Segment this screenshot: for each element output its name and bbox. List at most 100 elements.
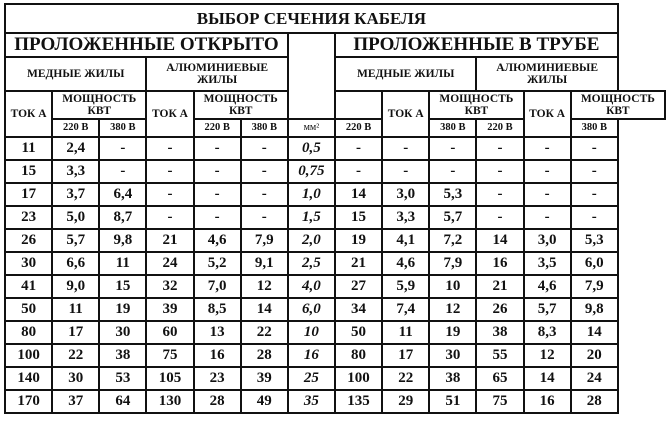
section-unit-header: мм² bbox=[286, 118, 336, 138]
pipe_al_current-cell: 21 bbox=[475, 274, 525, 299]
pipe_al_current-cell: - bbox=[475, 136, 525, 161]
open_cu_380-cell: 38 bbox=[98, 343, 148, 368]
open_al_current-cell: 130 bbox=[145, 389, 195, 414]
open_cu_current-cell: 100 bbox=[3, 343, 54, 368]
pipe_al_current-cell: - bbox=[475, 159, 525, 184]
open_cu_current-cell: 26 bbox=[3, 228, 54, 253]
table-row: 26 5,7 9,8 21 4,6 7,9 2,0 19 4,1 7,2 14 3,0 5,3 bbox=[3, 228, 665, 253]
pipe_cu_380-cell: 7,9 bbox=[428, 251, 478, 276]
table-row: 80 17 30 60 13 22 10 50 11 19 38 8,3 14 bbox=[3, 320, 665, 345]
pipe_al_220-cell: - bbox=[522, 159, 572, 184]
pipe_al_380-cell: 6,0 bbox=[569, 251, 619, 276]
open-aluminum-380v-header: 380 В bbox=[239, 118, 289, 138]
open_al_380-cell: - bbox=[239, 182, 289, 207]
pipe_cu_current-cell: 27 bbox=[333, 274, 384, 299]
pipe_cu_220-cell: 17 bbox=[381, 343, 431, 368]
table-row: 30 6,6 11 24 5,2 9,1 2,5 21 4,6 7,9 16 3,5 6,0 bbox=[3, 251, 665, 276]
open_al_current-cell: - bbox=[145, 159, 195, 184]
open_al_220-cell: - bbox=[192, 182, 242, 207]
open_cu_220-cell: 5,7 bbox=[51, 228, 101, 253]
table-row: 17 3,7 6,4- - -1,0 14 3,0 5,3- - - bbox=[3, 182, 665, 207]
open_al_380-cell: 28 bbox=[239, 343, 289, 368]
pipe_al_current-cell: 26 bbox=[475, 297, 525, 322]
pipe_cu_380-cell: 51 bbox=[428, 389, 478, 414]
pipe_al_current-cell: 14 bbox=[475, 228, 525, 253]
open_cu_current-cell: 17 bbox=[3, 182, 54, 207]
pipe_cu_380-cell: 38 bbox=[428, 366, 478, 391]
pipe_cu_current-cell: 34 bbox=[333, 297, 384, 322]
open-copper-header: МЕДНЫЕ ЖИЛЫ bbox=[3, 56, 148, 92]
open_al_220-cell: - bbox=[192, 136, 242, 161]
open_cu_380-cell: 19 bbox=[98, 297, 148, 322]
pipe-copper-header: МЕДНЫЕ ЖИЛЫ bbox=[333, 56, 478, 92]
pipe_al_220-cell: - bbox=[522, 182, 572, 207]
open_cu_380-cell: 53 bbox=[98, 366, 148, 391]
section_mm2-cell: 4,0 bbox=[286, 274, 336, 299]
pipe_cu_current-cell: 15 bbox=[333, 205, 384, 230]
pipe_al_current-cell: 38 bbox=[475, 320, 525, 345]
section_mm2-cell: 25 bbox=[286, 366, 336, 391]
pipe_cu_380-cell: 7,2 bbox=[428, 228, 478, 253]
open_al_current-cell: 39 bbox=[145, 297, 195, 322]
table-row: 23 5,0 8,7- - -1,5 15 3,3 5,7- - - bbox=[3, 205, 665, 230]
open_al_current-cell: 24 bbox=[145, 251, 195, 276]
pipe_cu_380-cell: 5,7 bbox=[428, 205, 478, 230]
open_al_380-cell: 7,9 bbox=[239, 228, 289, 253]
pipe_al_380-cell: 9,8 bbox=[569, 297, 619, 322]
open-aluminum-header: АЛЮМИНИЕВЫЕ ЖИЛЫ bbox=[145, 56, 289, 92]
pipe_al_220-cell: 12 bbox=[522, 343, 572, 368]
table-row: 11 2,4- - - -0,5- - - - - - bbox=[3, 136, 665, 161]
pipe_cu_380-cell: 5,3 bbox=[428, 182, 478, 207]
pipe_al_380-cell: - bbox=[569, 159, 619, 184]
pipe_al_220-cell: 14 bbox=[522, 366, 572, 391]
pipe_cu_220-cell: 3,0 bbox=[381, 182, 431, 207]
section_mm2-cell: 1,5 bbox=[286, 205, 336, 230]
pipe_cu_220-cell: 29 bbox=[381, 389, 431, 414]
open_cu_current-cell: 30 bbox=[3, 251, 54, 276]
pipe_al_220-cell: 5,7 bbox=[522, 297, 572, 322]
open_cu_380-cell: 15 bbox=[98, 274, 148, 299]
table-row: 100 22 38 75 16 28 16 80 17 30 55 12 20 bbox=[3, 343, 665, 368]
pipe_al_380-cell: 24 bbox=[569, 366, 619, 391]
open_al_220-cell: 23 bbox=[192, 366, 242, 391]
pipe_cu_220-cell: 7,4 bbox=[381, 297, 431, 322]
pipe_cu_current-cell: 80 bbox=[333, 343, 384, 368]
open_cu_220-cell: 2,4 bbox=[51, 136, 101, 161]
section_mm2-cell: 1,0 bbox=[286, 182, 336, 207]
open_al_220-cell: - bbox=[192, 205, 242, 230]
open_al_220-cell: 16 bbox=[192, 343, 242, 368]
pipe_cu_current-cell: 19 bbox=[333, 228, 384, 253]
pipe_al_current-cell: 75 bbox=[475, 389, 525, 414]
open_al_220-cell: - bbox=[192, 159, 242, 184]
pipe_al_220-cell: 3,0 bbox=[522, 228, 572, 253]
section_mm2-cell: 2,0 bbox=[286, 228, 336, 253]
open_cu_current-cell: 80 bbox=[3, 320, 54, 345]
section_mm2-cell: 6,0 bbox=[286, 297, 336, 322]
section-blank-header bbox=[333, 91, 384, 119]
open_al_220-cell: 13 bbox=[192, 320, 242, 345]
open_cu_220-cell: 22 bbox=[51, 343, 101, 368]
open_cu_220-cell: 3,7 bbox=[51, 182, 101, 207]
open_al_380-cell: 22 bbox=[239, 320, 289, 345]
pipe_cu_380-cell: 12 bbox=[428, 297, 478, 322]
open_al_current-cell: - bbox=[145, 182, 195, 207]
pipe_al_current-cell: 55 bbox=[475, 343, 525, 368]
section_mm2-cell: 35 bbox=[286, 389, 336, 414]
open_cu_220-cell: 11 bbox=[51, 297, 101, 322]
open_al_current-cell: 32 bbox=[145, 274, 195, 299]
pipe_cu_current-cell: 50 bbox=[333, 320, 384, 345]
pipe_al_current-cell: - bbox=[475, 182, 525, 207]
pipe_al_380-cell: 14 bbox=[569, 320, 619, 345]
table-row: 140 30 53 105 23 39 25 100 22 38 65 14 24 bbox=[3, 366, 665, 391]
pipe_al_current-cell: 16 bbox=[475, 251, 525, 276]
open-copper-380v-header: 380 В bbox=[98, 118, 148, 138]
pipe_al_220-cell: 4,6 bbox=[522, 274, 572, 299]
pipe_al_380-cell: - bbox=[569, 136, 619, 161]
pipe_al_current-cell: 65 bbox=[475, 366, 525, 391]
open_cu_220-cell: 30 bbox=[51, 366, 101, 391]
pipe_cu_220-cell: - bbox=[381, 159, 431, 184]
open_cu_380-cell: 9,8 bbox=[98, 228, 148, 253]
pipe-aluminum-power-header: МОЩНОСТЬ КВТ bbox=[569, 90, 667, 120]
pipe-aluminum-current-header: ТОК А bbox=[522, 90, 572, 138]
pipe_al_380-cell: 5,3 bbox=[569, 228, 619, 253]
